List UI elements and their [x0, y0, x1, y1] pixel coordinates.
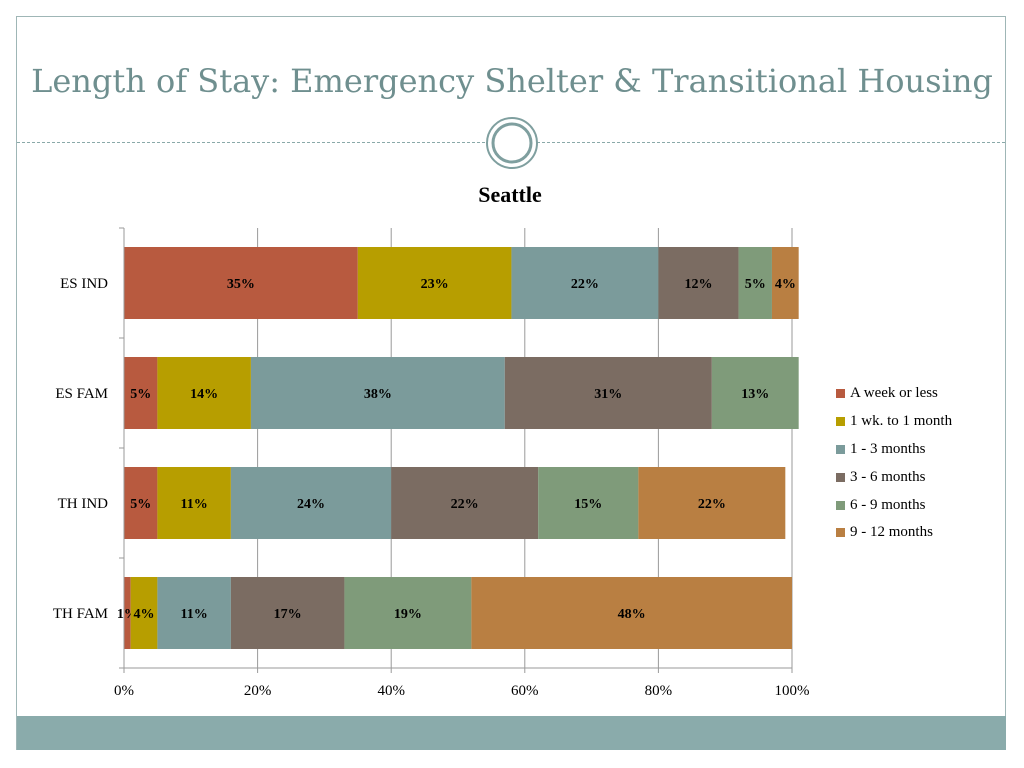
data-label: 23%: [421, 277, 449, 292]
legend-label: 6 - 9 months: [850, 496, 926, 513]
bar-segment: [638, 467, 786, 539]
bar-segment: [157, 467, 231, 539]
category-label: TH IND: [58, 496, 109, 512]
legend-item: A week or less: [836, 380, 1006, 408]
bar-segment: [130, 577, 158, 649]
slide-title: Length of Stay: Emergency Shelter & Tran…: [31, 62, 993, 100]
bar-segment: [157, 357, 251, 429]
bar-segment: [711, 357, 799, 429]
data-label: 5%: [130, 497, 151, 512]
data-label: 19%: [394, 607, 422, 622]
x-tick-label: 20%: [244, 683, 272, 699]
data-label: 38%: [364, 387, 392, 402]
bar-segment: [124, 247, 358, 319]
bar-segment: [504, 357, 712, 429]
data-label: 11%: [181, 497, 208, 512]
legend-item: 3 - 6 months: [836, 463, 1006, 491]
bar-segment: [124, 357, 158, 429]
circle-ornament-icon: [486, 117, 538, 169]
legend-swatch: [836, 389, 845, 399]
data-label: 12%: [684, 277, 712, 292]
x-tick-label: 80%: [645, 683, 673, 699]
data-label: 31%: [594, 387, 622, 402]
legend-label: 1 - 3 months: [850, 440, 926, 457]
bar-segment: [658, 247, 739, 319]
bar-segment: [124, 467, 158, 539]
bar-segment: [538, 467, 639, 539]
data-label: 35%: [227, 277, 255, 292]
x-tick-label: 100%: [775, 683, 810, 699]
bar-segment: [511, 247, 659, 319]
x-tick-label: 40%: [377, 683, 405, 699]
data-label: 4%: [134, 607, 155, 622]
bar-segment: [157, 577, 231, 649]
category-label: ES FAM: [55, 386, 108, 402]
data-label: 48%: [618, 607, 646, 622]
legend-item: 6 - 9 months: [836, 491, 1006, 519]
category-label: ES IND: [60, 276, 108, 292]
legend-swatch: [836, 500, 845, 510]
data-label: 4%: [775, 277, 796, 292]
footer-bar: [17, 716, 1006, 750]
x-tick-label: 0%: [114, 683, 134, 699]
chart-legend: A week or less 1 wk. to 1 month 1 - 3 mont…: [836, 380, 1006, 547]
bar-segment: [250, 357, 505, 429]
legend-item: 1 - 3 months: [836, 436, 1006, 464]
data-label: 5%: [130, 387, 151, 402]
data-label: 13%: [741, 387, 769, 402]
legend-label: 1 wk. to 1 month: [850, 413, 953, 430]
bar-segment: [124, 577, 131, 649]
legend-swatch: [836, 472, 845, 482]
data-label: 24%: [297, 497, 325, 512]
legend-label: 9 - 12 months: [850, 524, 933, 541]
x-tick-label: 60%: [511, 683, 539, 699]
legend-label: A week or less: [850, 385, 938, 402]
legend-swatch: [836, 528, 845, 538]
legend-label: 3 - 6 months: [850, 468, 926, 485]
legend-item: 1 wk. to 1 month: [836, 408, 1006, 436]
bar-segment: [771, 247, 799, 319]
bar-segment: [230, 577, 345, 649]
bar-segment: [230, 467, 392, 539]
legend-item: 9 - 12 months: [836, 519, 1006, 547]
data-label: 15%: [574, 497, 602, 512]
bar-segment: [391, 467, 539, 539]
legend-swatch: [836, 444, 845, 454]
bar-segment: [357, 247, 512, 319]
legend-swatch: [836, 417, 845, 427]
bar-segment: [471, 577, 792, 649]
category-label: TH FAM: [53, 606, 108, 622]
data-label: 11%: [181, 607, 208, 622]
data-label: 5%: [745, 277, 766, 292]
bar-segment: [738, 247, 772, 319]
bar-segment: [344, 577, 472, 649]
data-label: 22%: [571, 277, 599, 292]
data-label: 22%: [451, 497, 479, 512]
data-label: 22%: [698, 497, 726, 512]
data-label: 17%: [274, 607, 302, 622]
chart-title: Seattle: [478, 182, 542, 207]
data-label: 14%: [190, 387, 218, 402]
